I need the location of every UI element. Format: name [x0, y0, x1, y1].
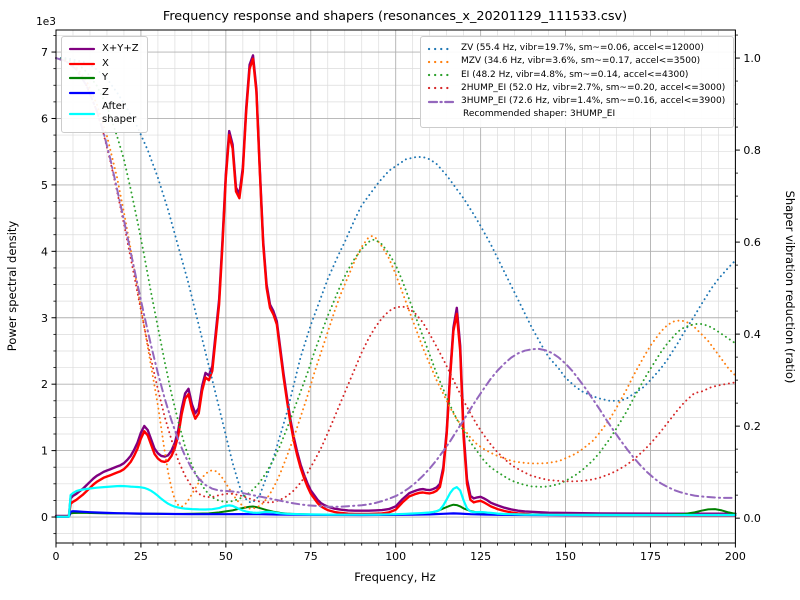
y-left-tick-label: 4 — [41, 245, 48, 258]
curve-after-shaper — [54, 484, 737, 518]
legend-line-sample — [427, 74, 455, 77]
legend-psd: X+Y+Z X Y Z After shaper — [61, 36, 148, 133]
legend-shapers-label: EI (48.2 Hz, vibr=4.8%, sm~=0.14, accel<… — [461, 69, 689, 80]
legend-psd-label: X — [102, 57, 109, 69]
legend-psd-entry: After shaper — [68, 101, 139, 126]
y-left-tick-label: 0 — [41, 511, 48, 524]
legend-shapers-entry: MZV (34.6 Hz, vibr=3.6%, sm~=0.17, accel… — [427, 56, 725, 67]
legend-line-sample — [68, 112, 96, 115]
legend-line-sample — [68, 48, 96, 51]
legend-line-sample — [427, 87, 455, 90]
x-tick-label: 0 — [53, 550, 60, 563]
x-tick-label: 75 — [304, 550, 318, 563]
y-right-tick-label: 0.2 — [743, 420, 761, 433]
legend-shapers-entry: 2HUMP_EI (52.0 Hz, vibr=2.7%, sm~=0.20, … — [427, 83, 725, 94]
legend-shapers-label: ZV (55.4 Hz, vibr=19.7%, sm~=0.06, accel… — [461, 43, 704, 53]
y-left-tick-label: 7 — [41, 46, 48, 59]
legend-shapers-label: MZV (34.6 Hz, vibr=3.6%, sm~=0.17, accel… — [461, 56, 701, 67]
y-right-tick-label: 0.6 — [743, 236, 761, 249]
x-tick-label: 150 — [555, 550, 576, 563]
legend-psd-entry: Y — [68, 72, 139, 85]
x-tick-label: 25 — [134, 550, 148, 563]
legend-shapers-label: Recommended shaper: 3HUMP_EI — [463, 109, 616, 120]
y-right-tick-label: 0.8 — [743, 144, 761, 157]
curve-mzv — [55, 57, 737, 510]
x-axis-label: Frequency, Hz — [354, 570, 435, 584]
legend-shapers-entry: EI (48.2 Hz, vibr=4.8%, sm~=0.14, accel<… — [427, 70, 725, 81]
x-tick-label: 100 — [385, 550, 406, 563]
legend-psd-label: After shaper — [102, 101, 137, 125]
legend-line-sample — [68, 91, 96, 94]
legend-psd-label: X+Y+Z — [102, 43, 139, 54]
x-tick-label: 50 — [219, 550, 233, 563]
y-left-tick-label: 1 — [41, 445, 48, 458]
legend-line-sample — [427, 47, 455, 50]
chart-title: Frequency response and shapers (resonanc… — [163, 9, 627, 24]
y-right-axis-label: Shaper vibration reduction (ratio) — [783, 191, 797, 384]
legend-shapers: ZV (55.4 Hz, vibr=19.7%, sm~=0.06, accel… — [420, 36, 735, 128]
legend-line-sample — [68, 62, 96, 65]
curve-ei — [55, 57, 737, 504]
legend-shapers-label: 3HUMP_EI (72.6 Hz, vibr=1.4%, sm~=0.16, … — [461, 96, 726, 106]
x-tick-label: 200 — [725, 550, 746, 563]
y-left-tick-label: 2 — [41, 378, 48, 391]
x-tick-label: 125 — [470, 550, 491, 563]
x-tick-label: 175 — [640, 550, 661, 563]
legend-psd-label: Z — [102, 86, 109, 98]
y-right-tick-label: 0.0 — [743, 512, 761, 525]
legend-line-sample — [68, 77, 96, 80]
axis-ticks — [51, 34, 740, 548]
curve-x — [54, 57, 737, 518]
y-left-tick-label: 3 — [41, 312, 48, 325]
legend-line-sample — [427, 60, 455, 63]
y-left-tick-label: 5 — [41, 179, 48, 192]
y-left-tick-label: 6 — [41, 112, 48, 125]
y-left-offset-text: 1e3 — [36, 16, 56, 28]
legend-shapers-label: 2HUMP_EI (52.0 Hz, vibr=2.7%, sm~=0.20, … — [461, 82, 726, 93]
legend-shapers-entry: ZV (55.4 Hz, vibr=19.7%, sm~=0.06, accel… — [427, 43, 725, 54]
curve-3hump-ei — [55, 57, 737, 508]
curve-z — [54, 510, 737, 518]
legend-shapers-entry: 3HUMP_EI (72.6 Hz, vibr=1.4%, sm~=0.16, … — [427, 96, 725, 107]
legend-psd-entry: X — [68, 58, 139, 71]
y-right-tick-label: 0.4 — [743, 328, 761, 341]
data-curves — [54, 54, 737, 518]
legend-psd-label: Y — [102, 72, 109, 83]
legend-psd-entry: X+Y+Z — [68, 43, 139, 56]
y-right-tick-label: 1.0 — [743, 52, 761, 65]
legend-psd-entry: Z — [68, 87, 139, 100]
curve-2hump-ei — [55, 57, 737, 504]
legend-shapers-entry: Recommended shaper: 3HUMP_EI — [427, 109, 725, 120]
legend-line-sample — [427, 100, 455, 103]
y-left-axis-label: Power spectral density — [5, 221, 19, 352]
axis-tick-labels: 0 25 50 75 100 125 150 175 200 0 1 2 3 4 5 6 7 0.0 0.2 0.4 0… — [41, 46, 761, 563]
